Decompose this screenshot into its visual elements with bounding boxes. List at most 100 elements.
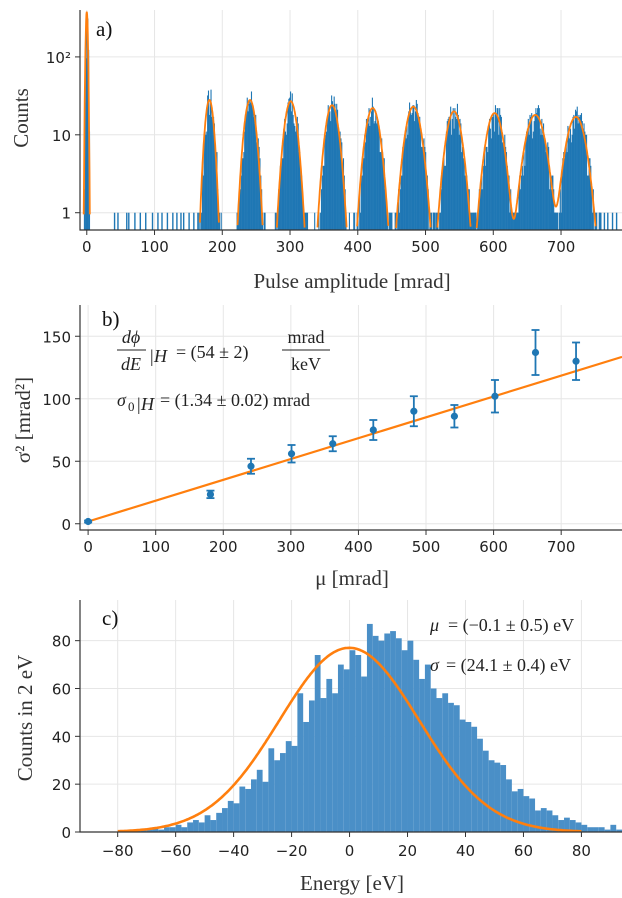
a-hist-bar [519, 175, 521, 230]
a-hist-bar [478, 189, 480, 230]
a-hist-bar [423, 138, 425, 230]
a-hist-bar [166, 212, 169, 230]
a-hist-bar [182, 212, 185, 230]
a-hist-bar [281, 158, 283, 230]
b-data-point [369, 426, 377, 434]
b-annot2-rhs: = (1.34 ± 0.02) mrad [160, 390, 310, 411]
a-hist-bar [403, 146, 405, 230]
a-hist-bar [361, 175, 363, 230]
a-hist-bar [337, 109, 339, 230]
c-hist-bar [535, 810, 541, 832]
b-y-tick-label: 50 [52, 453, 71, 471]
a-hist-bar [517, 212, 519, 230]
c-x-tick-label: −20 [276, 842, 308, 860]
a-hist-bar [289, 97, 291, 230]
b-data-point [410, 407, 418, 415]
a-hist-bar [462, 158, 464, 230]
a-hist-bar [446, 121, 448, 230]
a-hist-bar [483, 165, 485, 230]
a-hist-bar [245, 109, 247, 230]
a-hist-bar [383, 158, 385, 230]
c-hist-bar [314, 655, 321, 832]
a-hist-bar [514, 212, 516, 230]
a-hist-bar [536, 113, 538, 230]
a-hist-bar [486, 146, 488, 230]
a-hist-bar [570, 142, 572, 230]
a-hist-bar [341, 142, 343, 230]
a-hist-bar [456, 118, 458, 230]
a-hist-bar [188, 212, 190, 230]
a-hist-bar [596, 212, 598, 230]
a-hist-bar [354, 212, 356, 230]
a-hist-bar [449, 118, 451, 230]
a-hist-bar [471, 212, 473, 230]
a-hist-bar [513, 212, 515, 230]
a-hist-bar [498, 134, 500, 230]
c-hist-bar [326, 678, 333, 832]
a-hist-bar [263, 212, 265, 230]
a-hist-bar [414, 121, 416, 230]
a-histogram [83, 18, 618, 231]
a-hist-bar [451, 118, 453, 230]
a-hist-bar [328, 111, 330, 230]
a-hist-bar [435, 212, 437, 230]
a-hist-bar [253, 116, 255, 230]
a-hist-bar [531, 113, 533, 230]
a-hist-bar [530, 116, 532, 230]
c-fit-curve [117, 646, 582, 833]
a-hist-bar [553, 189, 555, 230]
a-hist-bar [295, 131, 297, 230]
a-hist-bar [113, 212, 116, 230]
a-hist-bar [359, 189, 361, 230]
a-y-ticks: 1 10 10² [46, 49, 80, 223]
a-hist-bar [453, 128, 455, 230]
a-hist-bar [552, 212, 554, 230]
a-hist-bar [376, 123, 378, 230]
a-hist-bar [565, 142, 567, 230]
a-hist-bar [161, 212, 163, 230]
a-hist-bar [193, 212, 195, 230]
a-hist-bar [363, 158, 365, 230]
a-hist-bar [250, 102, 252, 230]
a-hist-bar [518, 189, 520, 230]
b-annotation-slope: dϕ dE |H = (54 ± 2) mrad keV [117, 327, 330, 374]
a-hist-bar [301, 189, 303, 230]
c-hist-bar [152, 827, 159, 832]
c-hist-bar [262, 781, 269, 832]
a-hist-bar [505, 152, 508, 230]
a-hist-bar [203, 142, 205, 230]
a-y-axis-title: Counts [9, 88, 33, 148]
b-data-point [531, 348, 540, 357]
a-hist-bar [139, 212, 142, 230]
c-hist-bar [430, 688, 437, 832]
a-hist-bar [207, 95, 209, 231]
a-hist-bar [84, 102, 86, 230]
a-hist-bar [256, 142, 258, 230]
a-hist-bar [339, 131, 341, 230]
a-hist-bar [507, 175, 509, 230]
a-hist-bar [454, 108, 456, 230]
a-hist-bar [384, 189, 386, 230]
c-hist-bar [511, 791, 518, 832]
a-hist-bar [255, 114, 257, 230]
c-hist-bar [308, 700, 315, 832]
b-x-tick-label: 300 [277, 538, 306, 556]
a-hist-bar [240, 175, 242, 230]
a-hist-bar [382, 158, 384, 230]
a-hist-bar [539, 128, 541, 230]
a-hist-bar [176, 212, 178, 230]
a-hist-bar [528, 134, 530, 230]
a-hist-bar [461, 152, 463, 230]
a-hist-bar [554, 212, 556, 230]
c-hist-bar [384, 633, 391, 832]
a-hist-bar [477, 212, 480, 230]
a-hist-bar [589, 158, 591, 230]
a-hist-bar [556, 212, 558, 230]
a-hist-bar [452, 108, 454, 230]
c-x-tick-label: −80 [102, 842, 134, 860]
a-x-tick-label: 500 [411, 238, 440, 256]
a-hist-bar [558, 212, 561, 230]
a-hist-bar [419, 116, 421, 230]
a-hist-bar [172, 212, 174, 230]
a-hist-bar [284, 131, 287, 230]
